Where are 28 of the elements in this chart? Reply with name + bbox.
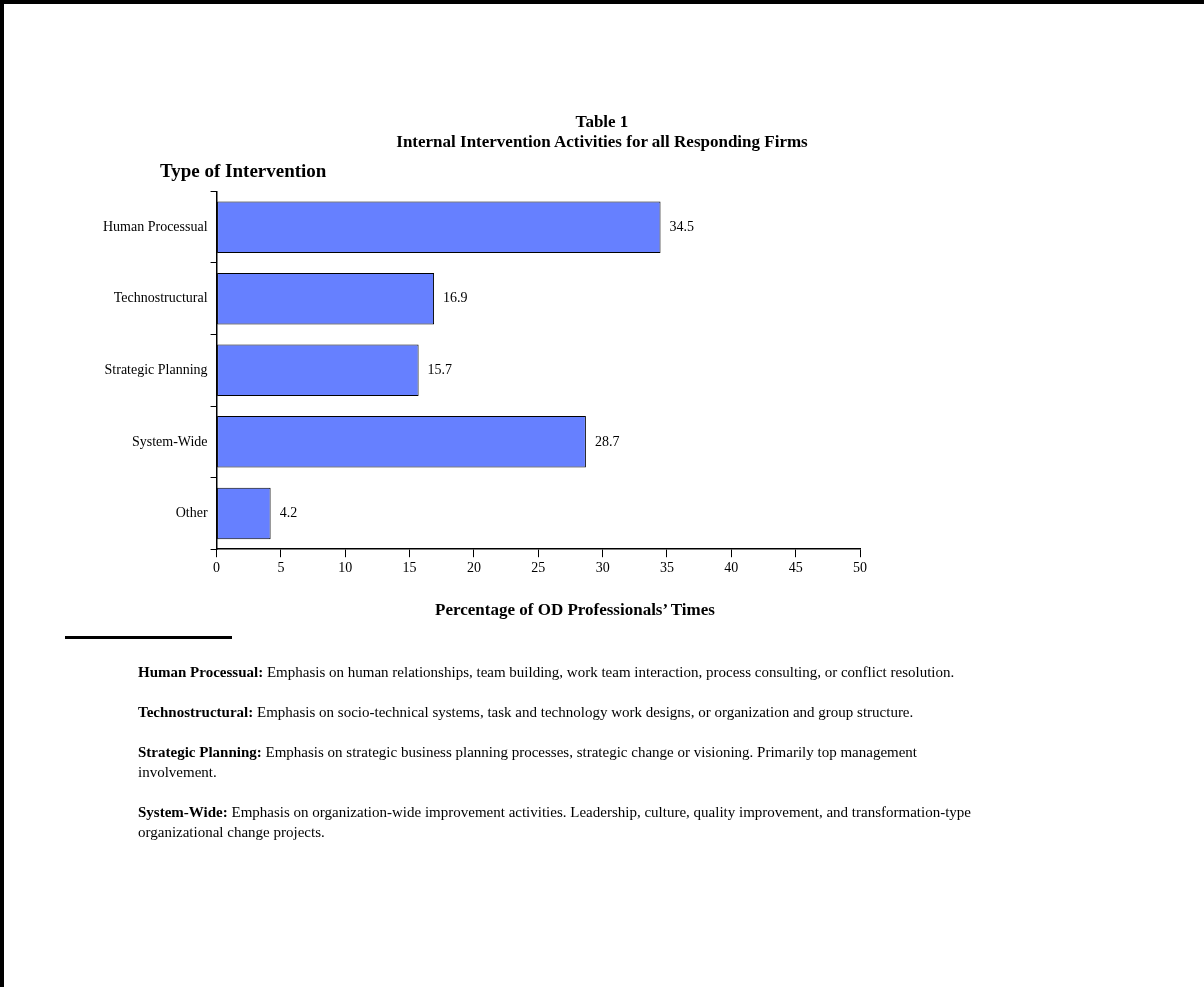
x-tick-label: 45: [788, 560, 803, 576]
data-label: 15.7: [427, 361, 453, 377]
y-tick-label: Technostructural: [113, 290, 208, 306]
x-tick-label: 35: [659, 560, 674, 576]
data-label: 28.7: [594, 433, 620, 449]
data-label: 16.9: [443, 290, 468, 306]
text: Technostructural: Emphasis on socio-technical systems, task and technology work designs, or organization and group structure.: [138, 703, 915, 722]
x-tick-label: 25: [531, 560, 546, 576]
y-axis-title: Type of Intervention: [160, 160, 327, 182]
data-label: 4.2: [279, 505, 298, 521]
x-tick-label: 30: [595, 560, 610, 576]
x-tick-label: 40: [724, 560, 739, 576]
x-tick-label: 15: [402, 560, 417, 576]
x-tick-label: 20: [466, 560, 481, 576]
chart-title: Table 1 Internal Intervention Activities for all Responding Firms: [395, 112, 809, 152]
x-tick-label: 0: [213, 560, 221, 576]
y-tick-label: System-Wide: [131, 433, 208, 449]
data-label: 34.5: [669, 218, 695, 234]
y-tick-label: Other: [175, 505, 208, 521]
y-tick-label: Human Processual: [103, 218, 208, 234]
x-axis-title: Percentage of OD Professionals’ Times: [434, 600, 716, 620]
text: System-Wide: Emphasis on organization-wide improvement activities. Leadership, culture, quality improvement, and transformation-type organizational change projects.: [138, 803, 972, 842]
text: Strategic Planning: Emphasis on strategic business planning processes, strategic change or visioning. Primarily top management involvement.: [138, 744, 918, 780]
y-tick-label: Strategic Planning: [104, 361, 208, 377]
text: Human Processual: Emphasis on human relationships, team building, work team interaction, process consulting, or conflict resolution.: [138, 663, 956, 682]
x-tick-label: 10: [338, 560, 353, 576]
x-tick-label: 5: [277, 560, 285, 576]
x-tick-label: 50: [853, 560, 867, 576]
